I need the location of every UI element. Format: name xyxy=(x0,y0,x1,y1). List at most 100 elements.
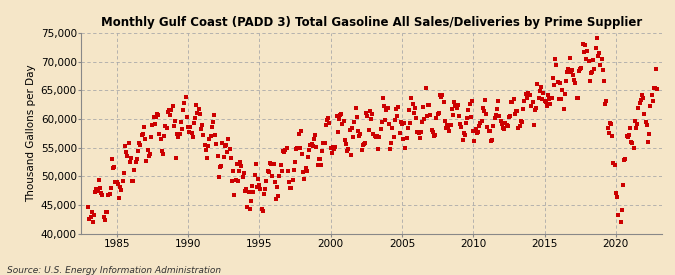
Point xyxy=(387,126,398,130)
Point xyxy=(416,120,427,124)
Point xyxy=(262,169,273,174)
Point xyxy=(564,56,575,60)
Point xyxy=(429,134,439,139)
Point xyxy=(361,111,372,116)
Point xyxy=(333,117,344,122)
Point xyxy=(430,133,441,137)
Point xyxy=(202,144,213,149)
Point xyxy=(166,107,177,112)
Point xyxy=(108,166,119,170)
Point xyxy=(497,125,508,130)
Point xyxy=(157,152,168,156)
Point xyxy=(649,86,659,90)
Point xyxy=(556,97,566,101)
Point xyxy=(248,190,259,194)
Point xyxy=(182,125,193,129)
Point xyxy=(412,130,423,134)
Point xyxy=(525,92,536,97)
Point xyxy=(165,113,176,117)
Point xyxy=(159,134,169,138)
Point xyxy=(277,169,288,173)
Point xyxy=(583,59,594,63)
Point xyxy=(560,79,571,83)
Point xyxy=(88,219,99,224)
Point xyxy=(495,119,506,123)
Point xyxy=(632,122,643,127)
Point xyxy=(259,192,269,196)
Point xyxy=(274,174,285,179)
Point xyxy=(600,102,611,106)
Point xyxy=(458,131,469,135)
Point xyxy=(216,163,227,168)
Point xyxy=(376,120,387,125)
Point xyxy=(141,159,152,163)
Point xyxy=(550,57,561,61)
Point xyxy=(494,113,505,118)
Point xyxy=(540,100,551,104)
Point xyxy=(127,179,138,183)
Point xyxy=(147,122,158,127)
Point xyxy=(174,131,185,136)
Point xyxy=(446,123,456,127)
Point xyxy=(305,143,316,147)
Point xyxy=(522,91,533,95)
Point xyxy=(332,130,343,134)
Point xyxy=(178,108,188,112)
Point xyxy=(469,139,480,143)
Point xyxy=(291,147,302,151)
Point xyxy=(169,119,180,123)
Title: Monthly Gulf Coast (PADD 3) Total Gasoline All Sales/Deliveries by Prime Supplie: Monthly Gulf Coast (PADD 3) Total Gasoli… xyxy=(101,16,642,29)
Point xyxy=(193,107,204,112)
Point xyxy=(331,114,342,118)
Point xyxy=(476,119,487,123)
Point xyxy=(292,146,302,150)
Point xyxy=(288,168,299,172)
Point xyxy=(594,51,605,56)
Point xyxy=(506,100,516,105)
Point xyxy=(172,132,183,136)
Point xyxy=(413,130,424,135)
Point xyxy=(280,148,291,153)
Point xyxy=(639,112,650,117)
Point xyxy=(272,185,283,189)
Point xyxy=(176,120,186,125)
Point xyxy=(179,101,190,105)
Point xyxy=(620,157,630,161)
Point xyxy=(425,113,436,117)
Point xyxy=(401,136,412,141)
Point xyxy=(312,163,323,167)
Point xyxy=(394,130,405,135)
Point xyxy=(416,130,427,134)
Point xyxy=(527,100,538,104)
Point xyxy=(471,131,482,136)
Point xyxy=(524,92,535,97)
Point xyxy=(116,188,127,192)
Point xyxy=(652,87,663,91)
Point xyxy=(566,68,577,72)
Point xyxy=(232,179,243,183)
Point xyxy=(539,99,550,104)
Point xyxy=(560,92,570,97)
Point xyxy=(310,133,321,137)
Point xyxy=(190,116,200,120)
Point xyxy=(625,126,636,131)
Point xyxy=(148,115,159,119)
Point xyxy=(97,192,108,197)
Point xyxy=(433,111,444,115)
Point xyxy=(118,171,129,176)
Point xyxy=(92,189,103,193)
Point xyxy=(133,149,144,154)
Point xyxy=(448,113,458,118)
Point xyxy=(144,152,155,156)
Point xyxy=(209,113,219,117)
Point xyxy=(327,145,338,150)
Point xyxy=(84,216,95,221)
Point xyxy=(385,147,396,151)
Point xyxy=(496,121,507,126)
Point xyxy=(350,106,361,110)
Point xyxy=(449,100,460,104)
Point xyxy=(184,130,194,134)
Point xyxy=(446,107,457,111)
Point xyxy=(518,106,529,111)
Point xyxy=(122,154,133,158)
